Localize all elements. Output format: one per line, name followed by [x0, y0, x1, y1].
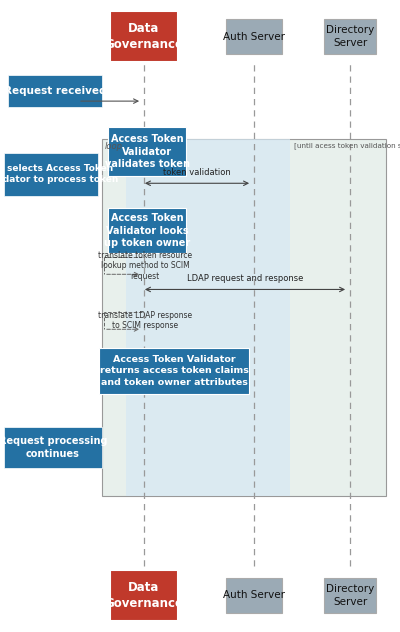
Bar — [102, 139, 386, 496]
Text: Access Token Validator
returns access token claims
and token owner attributes: Access Token Validator returns access to… — [100, 355, 248, 387]
Text: DG selects Access Token
Validator to process token: DG selects Access Token Validator to pro… — [0, 164, 118, 185]
FancyBboxPatch shape — [108, 127, 186, 176]
Text: Directory
Server: Directory Server — [326, 584, 374, 607]
Text: [until acess token validation succeeds]: [until acess token validation succeeds] — [294, 142, 400, 149]
Bar — [126, 139, 290, 496]
Text: Request processing
continues: Request processing continues — [0, 436, 107, 459]
FancyBboxPatch shape — [4, 427, 102, 468]
FancyBboxPatch shape — [8, 75, 102, 107]
FancyBboxPatch shape — [324, 19, 376, 54]
Text: Access Token
Validator
validates token: Access Token Validator validates token — [105, 134, 190, 169]
Text: Directory
Server: Directory Server — [326, 25, 374, 48]
Text: Data
Governance: Data Governance — [104, 22, 184, 51]
FancyBboxPatch shape — [110, 570, 178, 621]
Text: Auth Server: Auth Server — [223, 32, 285, 42]
Text: Auth Server: Auth Server — [223, 590, 285, 600]
FancyBboxPatch shape — [108, 208, 186, 253]
Text: translate LDAP response
to SCIM response: translate LDAP response to SCIM response — [98, 311, 192, 331]
Text: LDAP request and response: LDAP request and response — [187, 274, 303, 283]
FancyBboxPatch shape — [110, 11, 178, 62]
FancyBboxPatch shape — [324, 578, 376, 613]
FancyBboxPatch shape — [99, 348, 249, 394]
Text: Data
Governance: Data Governance — [104, 581, 184, 610]
Text: loop: loop — [105, 142, 123, 151]
FancyBboxPatch shape — [226, 578, 282, 613]
Text: translate token resource
lookup method to SCIM
request: translate token resource lookup method t… — [98, 251, 192, 281]
Text: token validation: token validation — [163, 168, 231, 177]
FancyBboxPatch shape — [226, 19, 282, 54]
Text: Request received: Request received — [4, 86, 106, 96]
FancyBboxPatch shape — [4, 153, 98, 196]
Text: Access Token
Validator looks
up token owner: Access Token Validator looks up token ow… — [104, 213, 190, 248]
